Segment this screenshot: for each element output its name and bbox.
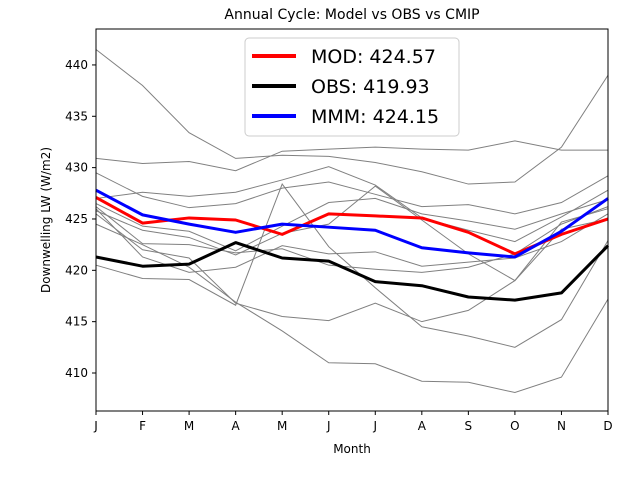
x-tick-label: A	[418, 419, 427, 433]
series-line-mmm	[95, 188, 609, 259]
plot-frame	[95, 28, 609, 412]
y-tick-label: 435	[65, 109, 88, 123]
x-tick-label: N	[557, 419, 566, 433]
y-tick-label: 420	[65, 263, 88, 277]
plot-area: J F M A M J J A S O N D 410 415 420 425 430 435 440	[65, 28, 613, 433]
series-line-mod	[95, 196, 609, 256]
model-line-7	[95, 208, 609, 273]
model-line-8	[95, 185, 609, 282]
legend-box	[244, 37, 460, 137]
model-line-1	[95, 49, 609, 185]
x-tick-label: O	[510, 419, 519, 433]
y-tick-label: 425	[65, 212, 88, 226]
x-tick-label: A	[232, 419, 241, 433]
x-tick-label: M	[184, 419, 194, 433]
model-line-2	[95, 140, 608, 172]
x-tick-label: M	[277, 419, 287, 433]
y-tick-label: 430	[65, 161, 88, 175]
y-tick-label: 410	[65, 366, 88, 380]
legend-label-mod: MOD: 424.57	[311, 46, 436, 68]
x-axis-label: Month	[333, 442, 371, 456]
legend: MOD: 424.57 OBS: 419.93 MMM: 424.15	[244, 37, 460, 137]
model-line-9	[95, 213, 609, 323]
series-line-obs	[95, 241, 610, 302]
x-tick-label: F	[139, 419, 146, 433]
y-axis-label: Downwelling LW (W/m2)	[39, 147, 53, 293]
y-tick-label: 440	[65, 58, 88, 72]
model-line-5	[95, 197, 609, 252]
x-tick-label: J	[326, 419, 331, 433]
model-line-4	[95, 166, 609, 243]
x-tick-label: J	[372, 419, 377, 433]
y-tick-label: 415	[65, 315, 88, 329]
x-tick-label: S	[465, 419, 473, 433]
x-tick-label: D	[603, 419, 612, 433]
legend-label-mmm: MMM: 424.15	[311, 106, 439, 128]
legend-label-obs: OBS: 419.93	[311, 76, 430, 98]
x-tick-label: J	[93, 419, 98, 433]
model-line-11	[95, 183, 609, 348]
model-line-3	[95, 172, 609, 215]
chart-title: Annual Cycle: Model vs OBS vs CMIP	[224, 7, 479, 23]
